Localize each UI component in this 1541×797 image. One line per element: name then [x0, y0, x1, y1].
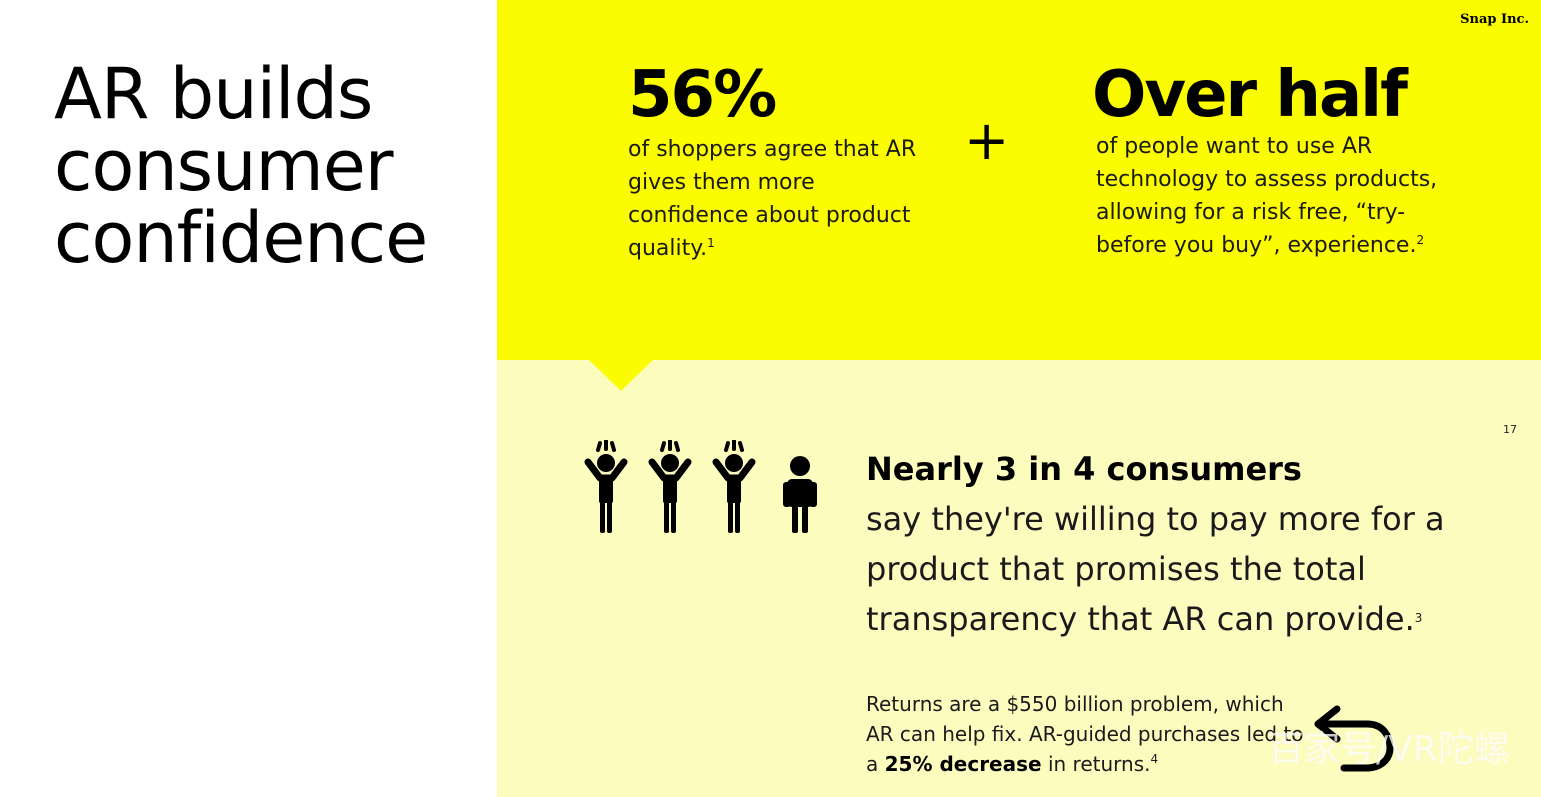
brand-logo-text: Snap Inc.	[1460, 12, 1529, 27]
returns-note: Returns are a $550 billion problem, whic…	[866, 689, 1306, 779]
returns-text-after: in returns.	[1047, 752, 1151, 776]
plus-icon: +	[964, 109, 1010, 172]
raised-arms-person-icon	[712, 440, 756, 533]
return-arrow-icon	[1314, 705, 1394, 772]
returns-text-before: Returns are a $550 billion problem, whic…	[866, 692, 1304, 776]
panel-pointer	[587, 358, 655, 391]
consumer-headline: Nearly 3 in 4 consumers	[866, 450, 1302, 488]
stat-description-shoppers: of shoppers agree that AR gives them mor…	[628, 133, 928, 265]
footnote-marker: 1	[707, 236, 715, 250]
consumer-description-text: say they're willing to pay more for a pr…	[866, 500, 1445, 638]
statistics-panel	[497, 0, 1541, 360]
footnote-marker: 2	[1416, 233, 1425, 247]
stat-description-text: of people want to use AR technology to a…	[1096, 134, 1438, 258]
page-number: 17	[1503, 423, 1517, 436]
stat-value-people: Over half	[1092, 58, 1408, 132]
people-illustration	[584, 440, 817, 533]
watermark-text: 百家号/VR陀螺	[1268, 729, 1510, 770]
raised-arms-person-icon	[648, 440, 692, 533]
stat-description-text: of shoppers agree that AR gives them mor…	[628, 137, 917, 261]
standing-person-icon	[783, 456, 817, 533]
stat-value-shoppers: 56%	[628, 58, 777, 132]
stat-description-people: of people want to use AR technology to a…	[1096, 130, 1446, 262]
footnote-marker: 3	[1414, 611, 1423, 625]
returns-highlight: 25% decrease	[884, 752, 1042, 776]
page-headline: AR builds consumer confidence	[54, 53, 428, 279]
footnote-marker: 4	[1150, 752, 1159, 766]
consumer-description: say they're willing to pay more for a pr…	[866, 494, 1466, 644]
raised-arms-person-icon	[584, 440, 628, 533]
